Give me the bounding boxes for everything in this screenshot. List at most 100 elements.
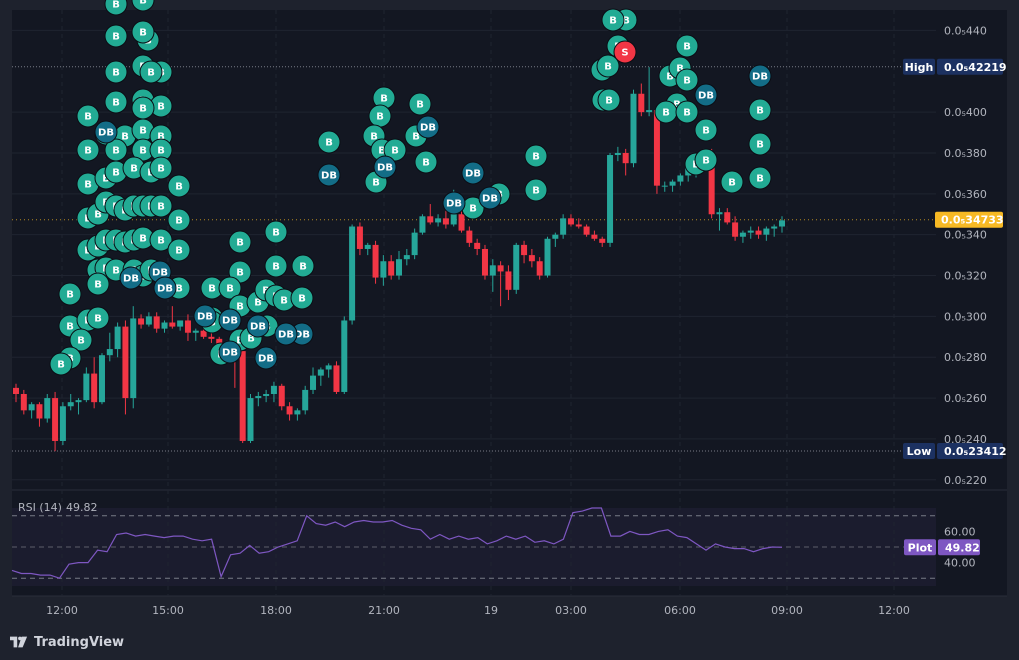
candle[interactable]: [28, 402, 35, 419]
candle[interactable]: [91, 357, 98, 409]
buy-signal[interactable]: B: [596, 54, 620, 78]
candle[interactable]: [630, 89, 637, 168]
candle[interactable]: [653, 106, 660, 194]
candle[interactable]: [513, 242, 520, 294]
buy-signal[interactable]: B: [76, 138, 100, 162]
dip-buy-signal[interactable]: DB: [373, 155, 397, 179]
candle[interactable]: [83, 367, 90, 403]
candle[interactable]: [184, 314, 191, 341]
candle[interactable]: [716, 208, 723, 231]
buy-signal[interactable]: B: [675, 34, 699, 58]
buy-signal[interactable]: B: [131, 0, 155, 12]
buy-signal[interactable]: B: [597, 88, 621, 112]
candle[interactable]: [489, 259, 496, 292]
candle[interactable]: [59, 402, 66, 446]
candle[interactable]: [724, 208, 731, 225]
buy-signal[interactable]: B: [218, 276, 242, 300]
candle[interactable]: [661, 181, 668, 192]
candle[interactable]: [333, 361, 340, 394]
sell-signal[interactable]: S: [613, 40, 637, 64]
dip-buy-signal[interactable]: DB: [416, 115, 440, 139]
buy-signal[interactable]: B: [694, 118, 718, 142]
dip-buy-signal[interactable]: DB: [153, 276, 177, 300]
buy-signal[interactable]: B: [149, 194, 173, 218]
buy-signal[interactable]: B: [131, 96, 155, 120]
candle[interactable]: [255, 391, 262, 407]
buy-signal[interactable]: B: [167, 174, 191, 198]
buy-signal[interactable]: B: [372, 86, 396, 110]
buy-signal[interactable]: B: [264, 220, 288, 244]
buy-signal[interactable]: B: [748, 166, 772, 190]
candle[interactable]: [497, 261, 504, 307]
buy-signal[interactable]: B: [694, 148, 718, 172]
candle[interactable]: [567, 214, 574, 227]
candle[interactable]: [13, 383, 19, 403]
buy-signal[interactable]: B: [149, 138, 173, 162]
candle[interactable]: [669, 179, 676, 192]
buy-signal[interactable]: B: [368, 104, 392, 128]
dip-buy-signal[interactable]: DB: [246, 314, 270, 338]
candle[interactable]: [67, 394, 74, 411]
candle[interactable]: [263, 389, 270, 403]
buy-signal[interactable]: B: [86, 306, 110, 330]
buy-signal[interactable]: B: [86, 272, 110, 296]
candle[interactable]: [575, 218, 582, 229]
candle[interactable]: [419, 214, 426, 235]
candle[interactable]: [114, 322, 121, 358]
buy-signal[interactable]: B: [104, 60, 128, 84]
buy-signal[interactable]: B: [601, 8, 625, 32]
rsi-legend[interactable]: RSI (14) 49.82: [18, 501, 98, 514]
buy-signal[interactable]: B: [748, 132, 772, 156]
brand[interactable]: TradingView: [10, 632, 124, 652]
buy-signal[interactable]: B: [139, 60, 163, 84]
buy-signal[interactable]: B: [104, 90, 128, 114]
candle[interactable]: [380, 255, 387, 286]
candle[interactable]: [270, 381, 277, 403]
candle[interactable]: [646, 67, 653, 117]
candle[interactable]: [302, 385, 309, 415]
candle[interactable]: [138, 314, 145, 329]
buy-signal[interactable]: B: [104, 0, 128, 16]
buy-signal[interactable]: B: [122, 156, 146, 180]
candle[interactable]: [458, 210, 465, 233]
candle[interactable]: [560, 214, 567, 239]
dip-buy-signal[interactable]: DB: [317, 163, 341, 187]
candle[interactable]: [638, 83, 645, 117]
buy-signal[interactable]: B: [291, 254, 315, 278]
candle[interactable]: [552, 232, 559, 247]
candle[interactable]: [528, 248, 535, 268]
buy-signal[interactable]: B: [69, 328, 93, 352]
dip-buy-signal[interactable]: DB: [254, 346, 278, 370]
candle[interactable]: [122, 320, 129, 415]
buy-signal[interactable]: B: [461, 196, 485, 220]
candle[interactable]: [75, 398, 82, 415]
buy-signal[interactable]: B: [383, 138, 407, 162]
candle[interactable]: [161, 320, 168, 333]
dip-buy-signal[interactable]: DB: [694, 83, 718, 107]
buy-signal[interactable]: B: [131, 20, 155, 44]
buy-signal[interactable]: B: [104, 24, 128, 48]
candle[interactable]: [521, 240, 528, 264]
candle[interactable]: [239, 347, 246, 444]
candle[interactable]: [294, 408, 301, 421]
candle[interactable]: [317, 367, 324, 386]
candle[interactable]: [442, 210, 449, 229]
candle[interactable]: [286, 402, 293, 421]
candle[interactable]: [747, 226, 754, 239]
dip-buy-signal[interactable]: DB: [193, 304, 217, 328]
candle[interactable]: [466, 226, 473, 247]
buy-signal[interactable]: B: [317, 130, 341, 154]
candle[interactable]: [153, 312, 160, 333]
candle[interactable]: [130, 306, 137, 409]
rsi-line[interactable]: [11, 507, 783, 579]
candle[interactable]: [388, 255, 395, 280]
dip-buy-signal[interactable]: DB: [119, 266, 143, 290]
candle[interactable]: [622, 148, 629, 176]
candle[interactable]: [763, 226, 770, 241]
candle[interactable]: [481, 244, 488, 280]
candle[interactable]: [177, 320, 184, 331]
candle[interactable]: [310, 367, 317, 394]
candle[interactable]: [169, 306, 176, 329]
candle[interactable]: [536, 257, 543, 280]
